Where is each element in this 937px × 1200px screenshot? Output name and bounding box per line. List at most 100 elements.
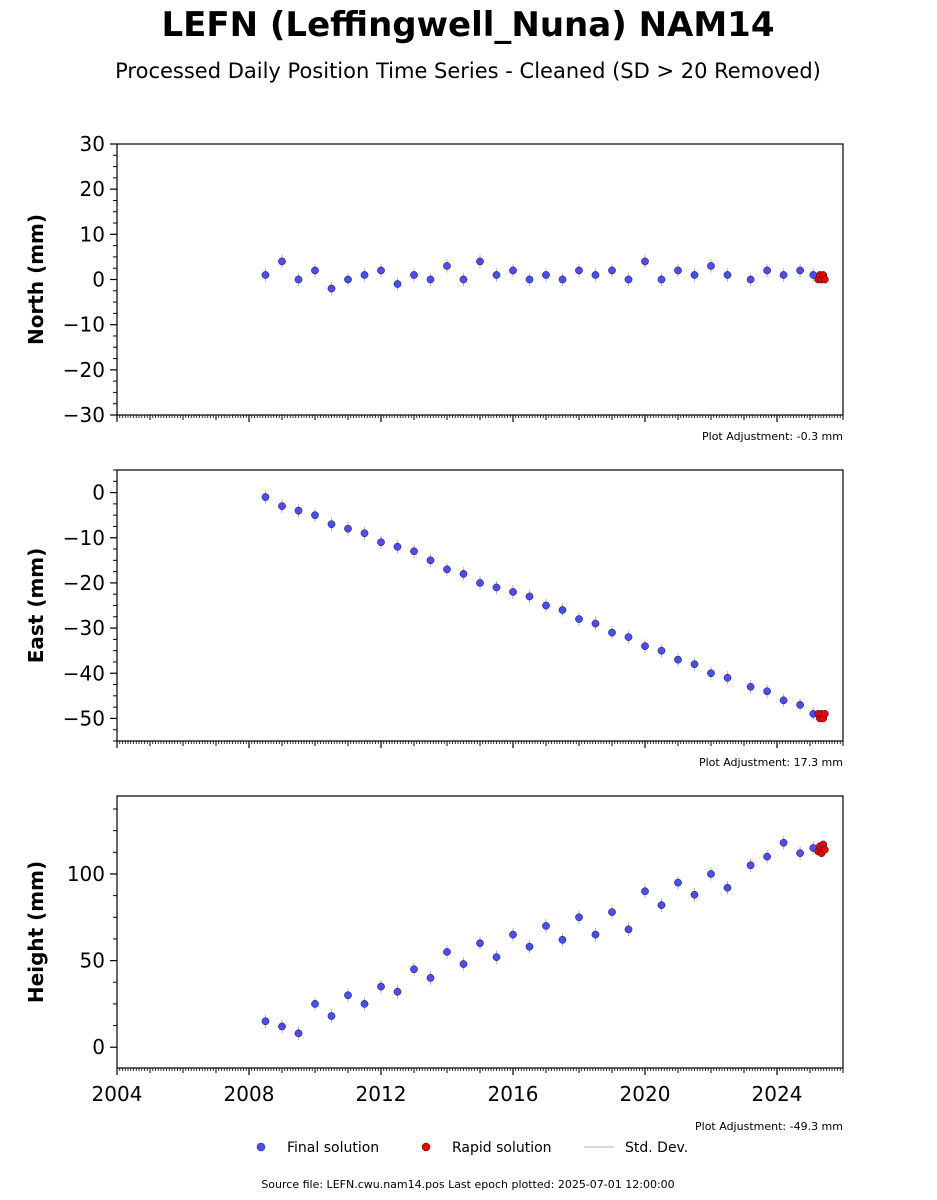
height-final-point: [624, 925, 633, 934]
height-final-point: [707, 870, 715, 878]
x-tick-label: 2008: [224, 1082, 275, 1106]
height-final-point: [779, 838, 788, 847]
height-final-point: [426, 974, 435, 982]
east-final-point: [558, 606, 567, 614]
height-final-point: [360, 1000, 369, 1008]
height-final-point: [327, 1012, 336, 1020]
north-y-tick-label: 0: [92, 268, 105, 292]
east-final-point: [624, 633, 633, 641]
north-final-point: [542, 271, 550, 279]
east-y-tick-label: 0: [92, 481, 105, 505]
chart-subtitle: Processed Daily Position Time Series - C…: [115, 59, 821, 83]
north-final-point: [624, 275, 633, 284]
east-y-tick-label: −50: [63, 706, 105, 730]
north-final-point: [779, 271, 788, 279]
east-final-point: [261, 493, 270, 501]
legend-rapid-marker: [421, 1142, 431, 1152]
north-final-point: [377, 266, 385, 275]
x-tick-label: 2020: [620, 1082, 671, 1106]
height-final-point: [294, 1029, 303, 1038]
footer-source: Source file: LEFN.cwu.nam14.pos Last epo…: [261, 1178, 674, 1191]
east-final-point: [707, 669, 715, 678]
north-final-point: [360, 271, 369, 279]
east-final-point: [746, 682, 755, 691]
north-panel: 30 20 10 0 −10 −20 −30 North (mm) Plot Adjustmen…: [24, 132, 844, 443]
x-tick-label: 2012: [356, 1082, 407, 1106]
legend-stddev-label: Std. Dev.: [625, 1140, 688, 1156]
height-final-point: [690, 890, 699, 899]
north-final-point: [690, 271, 699, 279]
height-plot-adjustment: Plot Adjustment: -49.3 mm: [695, 1120, 843, 1133]
east-final-point: [690, 660, 699, 669]
height-final-point: [311, 1000, 319, 1008]
east-final-point: [459, 570, 468, 578]
east-y-tick-label: −20: [63, 571, 105, 595]
east-final-point: [641, 642, 649, 651]
height-final-point: [476, 939, 484, 948]
height-final-point: [746, 861, 755, 870]
height-final-point: [459, 960, 468, 968]
height-final-point: [763, 852, 771, 861]
height-final-point: [558, 935, 567, 944]
north-y-tick-label: −20: [63, 358, 105, 382]
height-final-point: [344, 991, 352, 1000]
north-final-point: [492, 271, 501, 279]
north-final-point: [608, 266, 616, 275]
east-final-point: [608, 628, 616, 637]
east-final-point: [542, 601, 550, 610]
north-final-point: [294, 275, 303, 284]
east-frame: [116, 469, 844, 742]
height-rapid-point: [821, 845, 829, 854]
height-final-point: [591, 930, 600, 939]
north-y-tick-label: 20: [80, 177, 105, 201]
height-final-point: [410, 965, 418, 974]
east-final-point: [476, 579, 484, 587]
east-final-point: [393, 542, 402, 551]
height-final-point: [608, 908, 616, 916]
legend-final-label: Final solution: [287, 1140, 379, 1156]
north-ylabel: North (mm): [24, 214, 48, 345]
north-final-point: [558, 275, 567, 284]
height-frame: [116, 795, 844, 1069]
north-y-tick-label: 30: [80, 132, 105, 156]
north-final-point: [657, 275, 666, 284]
height-final-point: [641, 887, 649, 896]
height-final-point: [525, 942, 534, 951]
east-final-point: [344, 524, 352, 533]
height-final-point: [377, 982, 385, 991]
north-final-point: [311, 266, 319, 275]
height-final-point: [657, 901, 666, 909]
x-tick-label: 2016: [488, 1082, 539, 1106]
east-final-point: [796, 701, 804, 709]
legend: Final solution Rapid solution Std. Dev.: [256, 1140, 688, 1156]
east-panel: 0 −10 −20 −30 −40 −50 East (mm) Plot Adjustment…: [24, 469, 844, 769]
north-final-point: [476, 257, 484, 266]
east-final-point: [525, 592, 534, 601]
east-final-point: [779, 696, 788, 705]
north-final-point: [641, 257, 649, 266]
north-plot-adjustment: Plot Adjustment: -0.3 mm: [702, 430, 843, 443]
north-final-point: [344, 275, 352, 284]
north-final-point: [327, 284, 336, 293]
height-final-point: [509, 930, 517, 939]
height-final-point: [278, 1022, 286, 1031]
height-ylabel: Height (mm): [24, 861, 48, 1003]
east-final-point: [426, 556, 435, 565]
east-final-point: [575, 615, 583, 623]
north-final-point: [707, 262, 715, 270]
height-final-point: [723, 883, 732, 892]
height-panel: 100 50 0 Height (mm) Plot Adjustment: -49.3 …: [24, 795, 844, 1133]
north-y-tick-label: −10: [63, 313, 105, 337]
north-final-point: [763, 266, 771, 275]
east-final-point: [311, 511, 319, 520]
east-final-point: [674, 655, 682, 664]
x-tick-label: 2024: [752, 1082, 803, 1106]
north-final-point: [459, 275, 468, 284]
north-final-point: [796, 266, 804, 275]
north-final-point: [261, 271, 270, 279]
east-data: [261, 490, 829, 723]
east-y-tick-label: −10: [63, 526, 105, 550]
height-final-point: [443, 948, 451, 956]
north-final-point: [426, 275, 435, 284]
